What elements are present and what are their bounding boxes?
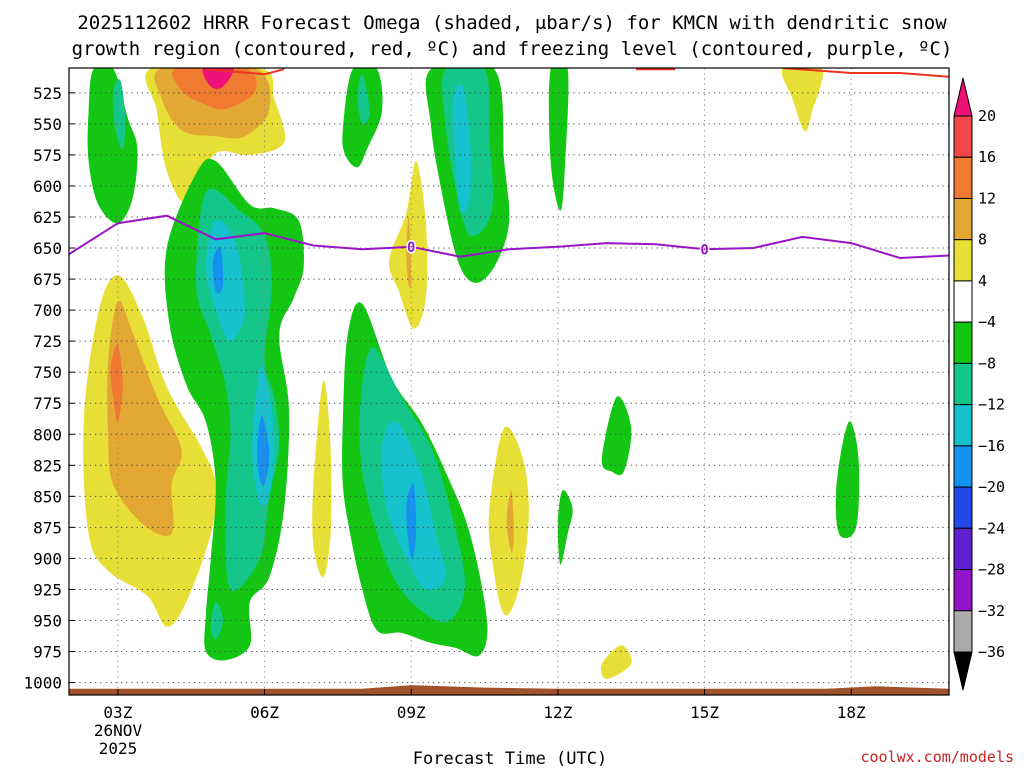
x-axis-label: Forecast Time (UTC) [413,749,607,768]
colorbar-label-8: −12 [978,396,1005,414]
colorbar-swatch-4 [953,239,973,282]
y-tick-label-700: 700 [33,301,62,320]
omega-region-13 [600,645,632,679]
omega-shading [83,68,860,679]
colorbar-swatch-3 [953,197,973,241]
omega-region-35 [557,489,573,565]
y-tick-label-900: 900 [33,549,62,568]
omega-region-22 [257,415,270,486]
y-tick-label-650: 650 [33,239,62,258]
omega-region-19 [205,219,246,342]
freezing-level-label-1: 0 [407,240,415,256]
y-tick-label-575: 575 [33,146,62,165]
date-label-line2: 2025 [99,739,138,758]
grid-lines [69,68,949,695]
dgz-contour-far-right [782,68,949,78]
omega-region-21 [212,246,224,294]
credit-text: coolwx.com/models [860,748,1014,766]
colorbar-label-7: −8 [978,354,996,372]
y-tick-label-1000: 1000 [23,674,62,693]
x-tick-label-12Z: 12Z [543,703,572,722]
y-axis: 525 550 575 600 625 650 675 700 725 750 775 800 825 8… [23,84,75,693]
omega-region-7 [202,68,234,89]
colorbar-label-12: −28 [978,561,1005,579]
colorbar-label-4: 8 [978,231,987,249]
colorbar-swatch-7 [953,362,973,406]
omega-region-34 [601,396,632,476]
chart-title-line2: growth region (contoured, red, ºC) and f… [72,38,953,60]
colorbar-label-6: −4 [978,313,996,331]
colorbar-label-5: 4 [978,272,987,290]
colorbar-swatch-10 [953,486,973,529]
omega-region-16 [112,79,126,149]
omega-region-2 [107,300,182,536]
colorbar-swatch-11 [953,527,973,571]
omega-region-14 [781,68,824,132]
colorbar-bottom-arrow [953,651,973,691]
omega-region-23 [210,601,223,640]
y-tick-label-550: 550 [33,115,62,134]
y-tick-label-925: 925 [33,580,62,599]
y-tick-label-875: 875 [33,518,62,537]
x-tick-label-09Z: 09Z [397,703,426,722]
x-tick-label-18Z: 18Z [837,703,866,722]
colorbar-label-13: −32 [978,602,1005,620]
colorbar-label-1: 20 [978,107,996,125]
colorbar: 20 16 12 8 4 −4 −8 −12 −16 −20 −24 −28 −32 −36 [953,77,1005,691]
colorbar-swatch-1 [953,115,973,158]
freezing-level-contour [69,214,949,260]
y-tick-label-825: 825 [33,456,62,475]
colorbar-swatch-12 [953,569,973,612]
omega-region-9 [406,216,412,289]
colorbar-label-11: −24 [978,519,1005,537]
x-tick-label-06Z: 06Z [250,703,279,722]
colorbar-swatch-9 [953,445,973,488]
y-tick-label-725: 725 [33,332,62,351]
y-tick-label-775: 775 [33,394,62,413]
x-tick-label-03Z: 03Z [103,703,132,722]
colorbar-label-10: −20 [978,478,1005,496]
y-tick-label-600: 600 [33,177,62,196]
freezing-level-label-2: 0 [700,242,708,258]
chart-title-line1: 2025112602 HRRR Forecast Omega (shaded, … [77,12,947,34]
omega-region-12 [506,489,514,553]
colorbar-label-9: −16 [978,437,1005,455]
omega-region-33 [548,68,569,211]
y-tick-label-675: 675 [33,270,62,289]
omega-region-3 [110,344,123,423]
omega-region-10 [312,380,332,578]
y-tick-label-750: 750 [33,363,62,382]
colorbar-swatch-5 [953,280,973,323]
omega-region-6 [172,68,257,110]
colorbar-top-arrow [953,77,973,117]
surface-terrain [69,685,949,695]
dgz-contour-top [205,68,285,76]
x-tick-label-15Z: 15Z [690,703,719,722]
colorbar-swatch-8 [953,404,973,447]
colorbar-label-3: 12 [978,189,996,207]
y-tick-label-975: 975 [33,643,62,662]
plot-frame [68,67,950,696]
colorbar-label-14: −36 [978,643,1005,661]
colorbar-swatch-2 [953,156,973,199]
colorbar-swatch-13 [953,610,973,653]
surface-terrain-fill [69,685,949,695]
y-tick-label-625: 625 [33,208,62,227]
omega-region-15 [87,68,138,224]
omega-region-32 [452,84,471,214]
y-tick-label-950: 950 [33,612,62,631]
x-axis: 03Z 06Z 09Z 12Z 15Z 18Z [103,689,866,722]
y-tick-label-525: 525 [33,84,62,103]
omega-region-25 [357,74,370,125]
y-tick-label-800: 800 [33,425,62,444]
colorbar-swatch-6 [953,321,973,364]
date-label-line1: 26NOV [94,721,143,740]
colorbar-label-2: 16 [978,148,996,166]
omega-region-36 [835,421,860,539]
y-tick-label-850: 850 [33,487,62,506]
